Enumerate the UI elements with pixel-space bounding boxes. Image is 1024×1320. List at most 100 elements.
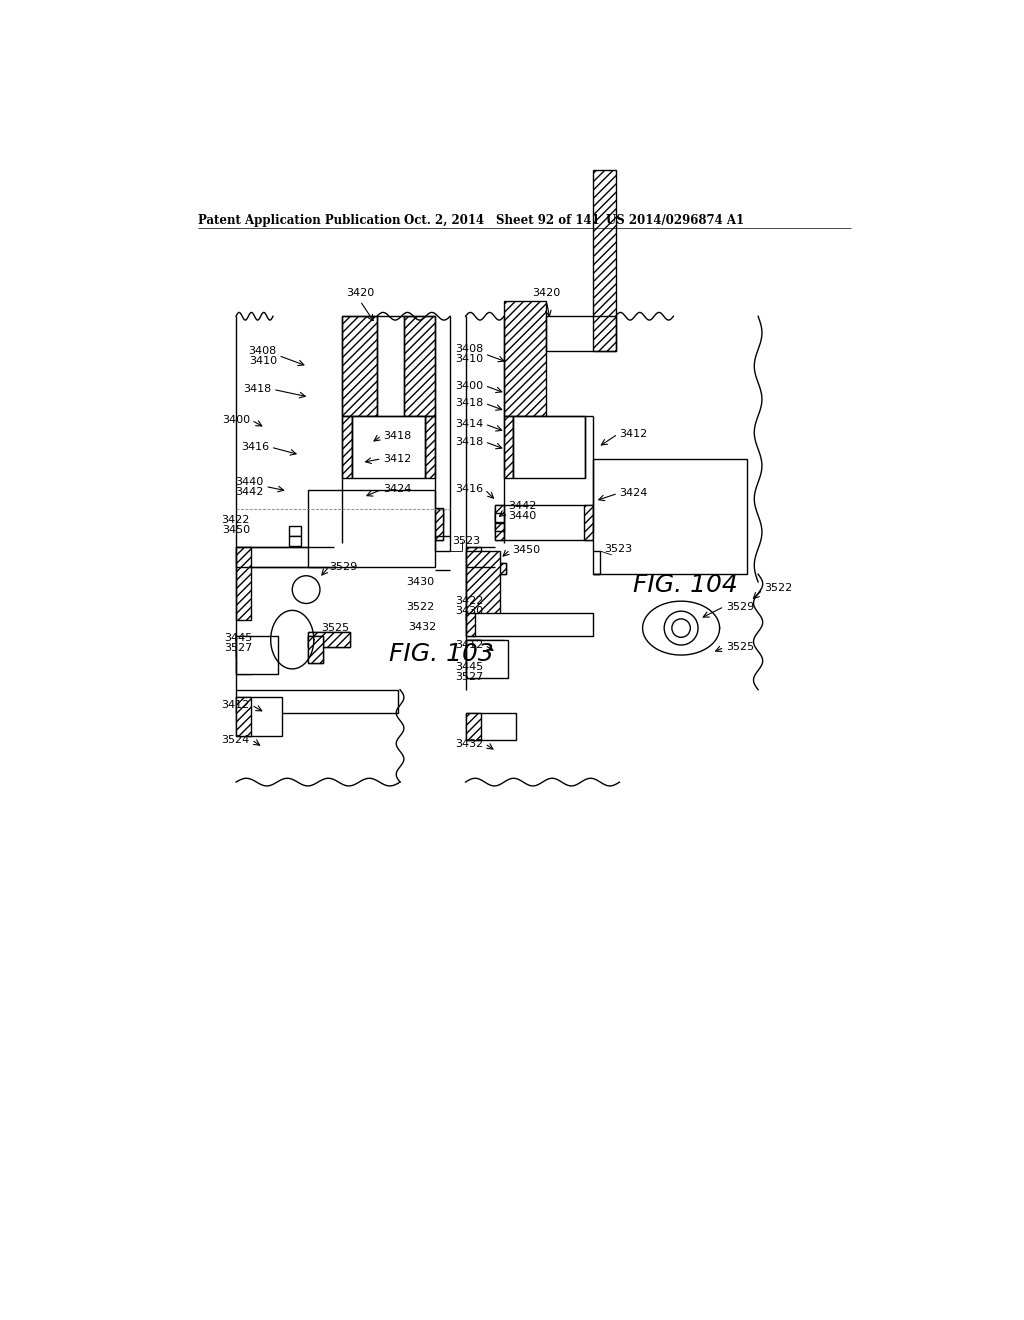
Bar	[342, 317, 377, 416]
Text: 3412: 3412	[455, 640, 483, 649]
Bar	[237, 640, 274, 657]
Bar	[289, 527, 301, 536]
Bar	[504, 416, 513, 478]
Text: 3430: 3430	[407, 577, 434, 587]
Text: 3400: 3400	[222, 416, 250, 425]
Text: 3410: 3410	[455, 354, 483, 364]
Bar	[466, 640, 508, 678]
Bar	[403, 317, 435, 416]
Bar	[237, 636, 279, 675]
Text: 3414: 3414	[455, 418, 483, 429]
Text: Oct. 2, 2014: Oct. 2, 2014	[403, 214, 484, 227]
Bar	[495, 512, 504, 521]
Text: 3442: 3442	[508, 502, 537, 511]
Bar	[466, 713, 515, 739]
Text: 3529: 3529	[726, 602, 754, 611]
Text: 3442: 3442	[236, 487, 264, 496]
Bar	[593, 459, 746, 574]
Text: 3432: 3432	[455, 739, 483, 748]
Text: Patent Application Publication: Patent Application Publication	[199, 214, 400, 227]
Bar	[237, 689, 397, 713]
Bar	[237, 697, 252, 737]
Bar	[435, 508, 443, 521]
Bar	[307, 632, 350, 647]
Text: 3440: 3440	[236, 477, 264, 487]
Text: 3450: 3450	[222, 525, 250, 536]
Text: 3420: 3420	[346, 288, 374, 298]
Bar	[495, 506, 504, 540]
Bar	[307, 636, 323, 663]
Text: 3422: 3422	[221, 515, 250, 525]
Bar	[351, 416, 425, 478]
Text: 3525: 3525	[322, 623, 349, 634]
Text: 3418: 3418	[244, 384, 271, 395]
Bar	[466, 713, 481, 739]
Bar	[466, 552, 500, 620]
Text: 3525: 3525	[726, 643, 754, 652]
Bar	[513, 416, 585, 478]
Bar	[466, 640, 481, 659]
Bar	[466, 548, 481, 620]
Text: 3418: 3418	[383, 430, 412, 441]
Text: 3408: 3408	[455, 345, 483, 354]
Bar	[307, 636, 323, 663]
Bar	[307, 632, 350, 647]
Text: 3424: 3424	[620, 488, 648, 499]
Text: 3416: 3416	[455, 484, 483, 495]
Bar	[237, 548, 334, 566]
Bar	[466, 640, 504, 659]
Text: 3432: 3432	[408, 622, 436, 631]
Bar	[434, 508, 443, 540]
Bar	[342, 416, 351, 478]
Bar	[307, 490, 435, 566]
Bar	[593, 170, 615, 351]
Text: FIG. 104: FIG. 104	[634, 573, 738, 597]
Text: 3418: 3418	[455, 437, 483, 446]
Text: 3527: 3527	[224, 643, 252, 653]
Text: 3416: 3416	[241, 442, 269, 453]
Text: 3524: 3524	[221, 735, 250, 744]
Text: 3523: 3523	[604, 544, 632, 554]
Bar	[495, 508, 504, 521]
Bar	[289, 536, 301, 545]
Text: 3522: 3522	[764, 583, 793, 593]
Text: 3445: 3445	[455, 661, 483, 672]
Bar	[466, 612, 475, 636]
Text: Sheet 92 of 141: Sheet 92 of 141	[497, 214, 600, 227]
Text: 3424: 3424	[383, 484, 412, 495]
Text: 3522: 3522	[407, 602, 434, 611]
Bar	[495, 562, 506, 574]
Bar	[425, 416, 435, 478]
Bar	[237, 640, 252, 657]
Bar	[495, 523, 504, 531]
Bar	[495, 506, 593, 540]
Text: 3445: 3445	[224, 634, 252, 643]
Bar	[237, 636, 252, 675]
Bar	[466, 640, 481, 678]
Text: 3527: 3527	[455, 672, 483, 681]
Text: 3420: 3420	[532, 288, 560, 298]
Text: 3450: 3450	[512, 545, 540, 554]
Text: 3430: 3430	[455, 606, 483, 616]
Text: 3523: 3523	[453, 536, 480, 546]
Text: 3408: 3408	[249, 346, 276, 356]
Text: 3418: 3418	[455, 399, 483, 408]
Text: 3412: 3412	[620, 429, 648, 440]
Text: US 2014/0296874 A1: US 2014/0296874 A1	[606, 214, 744, 227]
Text: 3412: 3412	[383, 454, 412, 463]
Text: 3412: 3412	[221, 700, 250, 710]
Bar	[334, 508, 443, 540]
Text: 3440: 3440	[508, 511, 537, 521]
Text: 3410: 3410	[249, 356, 276, 366]
Bar	[584, 506, 593, 540]
Text: FIG. 103: FIG. 103	[388, 642, 494, 667]
Text: 3422: 3422	[455, 597, 483, 606]
Bar	[237, 548, 252, 620]
Bar	[466, 612, 593, 636]
Text: 3400: 3400	[455, 380, 483, 391]
Bar	[334, 508, 343, 540]
Bar	[237, 697, 283, 737]
Bar	[504, 301, 547, 416]
Bar	[495, 562, 506, 574]
Text: 3529: 3529	[330, 561, 357, 572]
